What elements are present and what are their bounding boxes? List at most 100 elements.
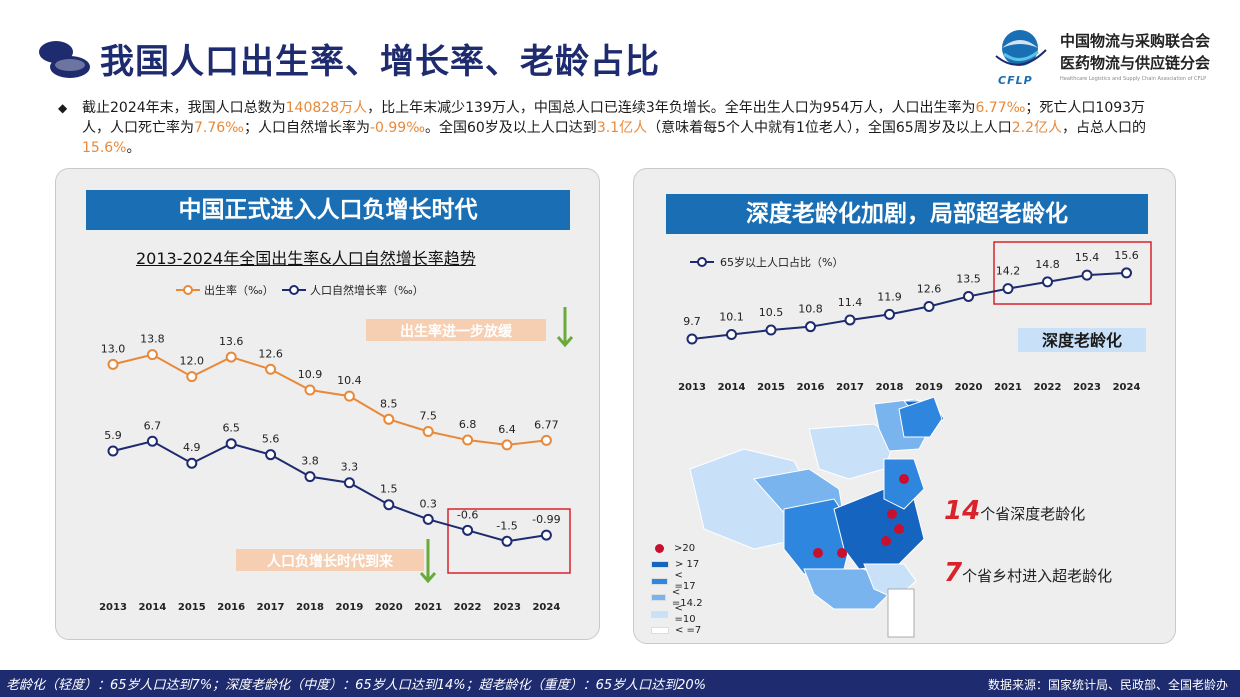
legend-marker — [697, 257, 707, 267]
chart-title: 2013-2024年全国出生率&人口自然增长率趋势 — [136, 249, 476, 268]
china-map — [689, 396, 945, 638]
summary-highlight: 3.1亿人 — [596, 120, 648, 136]
data-label: 12.6 — [917, 283, 942, 296]
x-tick-label: 2024 — [532, 602, 560, 613]
map-legend-label: < =7 — [675, 625, 702, 637]
data-label: 6.7 — [144, 419, 162, 432]
negative-growth-tag: 人口负增长时代到来 — [267, 553, 394, 570]
summary-highlight: 140828万人 — [285, 100, 368, 116]
super-aging-dot — [887, 509, 897, 519]
south-sea-inset — [887, 588, 915, 638]
org-name-line1: 中国物流与采购联合会 — [1060, 32, 1211, 50]
color-swatch — [651, 561, 669, 569]
data-label: 10.5 — [759, 306, 784, 319]
x-tick-label: 2017 — [257, 602, 285, 613]
data-point — [462, 524, 474, 536]
cflp-globe-icon — [995, 30, 1047, 66]
data-point — [422, 513, 434, 525]
data-point — [844, 314, 856, 326]
x-tick-label: 2023 — [1073, 382, 1101, 393]
data-label: 1.5 — [380, 483, 398, 496]
org-english-name: Healthcare Logistics and Supply Chain As… — [1060, 76, 1207, 82]
legend-label: 65岁以上人口占比（%） — [720, 255, 843, 269]
data-point — [963, 290, 974, 302]
data-label: 13.0 — [101, 342, 126, 355]
x-tick-label: 2022 — [1034, 382, 1062, 393]
data-label: -1.5 — [496, 519, 517, 532]
data-label: 6.4 — [498, 423, 516, 436]
stat-deep-aging-text: 个省深度老龄化 — [980, 505, 1086, 523]
deep-aging-tag-bg — [1018, 328, 1146, 352]
stat-deep-aging: 14个省深度老龄化 — [944, 496, 1085, 526]
summary-highlight: -0.99‰ — [369, 120, 425, 136]
birth-slowdown-tag: 出生率进一步放缓 — [400, 323, 513, 340]
footer-source: 数据来源：国家统计局、民政部、全国老龄办 — [987, 678, 1228, 692]
x-tick-label: 2017 — [836, 382, 864, 393]
legend-label: 出生率（‰） — [204, 283, 274, 297]
map-legend-item: < =14.2 — [646, 586, 706, 609]
data-point — [304, 384, 316, 396]
bullet-icon: ◆ — [58, 101, 68, 115]
data-label: 12.0 — [180, 355, 205, 368]
down-arrow-head-icon — [556, 336, 574, 348]
super-aging-dot — [894, 524, 904, 534]
data-point — [765, 324, 777, 336]
right-banner: 深度老龄化加剧，局部超老龄化 — [666, 194, 1148, 234]
data-label: 15.6 — [1114, 249, 1139, 262]
page-title: 我国人口出生率、增长率、老龄占比 — [100, 42, 660, 82]
data-label: 8.5 — [380, 397, 398, 410]
data-point — [343, 390, 355, 402]
legend-marker — [183, 285, 193, 295]
map-legend-label: < =14.2 — [671, 586, 703, 609]
data-label: 3.8 — [301, 455, 319, 468]
data-point — [186, 457, 198, 469]
x-tick-label: 2013 — [678, 382, 706, 393]
data-label: -0.99 — [532, 513, 560, 526]
x-tick-label: 2019 — [915, 382, 943, 393]
summary-segment: ，占总人口的 — [1061, 120, 1146, 136]
x-tick-label: 2022 — [454, 602, 482, 613]
negative-growth-tag-bg — [236, 549, 424, 571]
data-label: 15.4 — [1075, 251, 1100, 264]
x-tick-label: 2013 — [99, 602, 127, 613]
x-tick-label: 2015 — [178, 602, 206, 613]
x-tick-label: 2014 — [138, 602, 166, 613]
org-name-line2: 医药物流与供应链分会 — [1060, 54, 1211, 72]
color-swatch — [651, 594, 666, 602]
data-label: 3.3 — [341, 461, 359, 474]
x-tick-label: 2021 — [994, 382, 1022, 393]
data-point — [107, 358, 119, 370]
data-label: 12.6 — [258, 347, 283, 360]
data-label: 10.1 — [719, 311, 744, 324]
data-label: 13.6 — [219, 335, 244, 348]
x-tick-label: 2016 — [217, 602, 245, 613]
map-legend-label: < =17 — [674, 570, 696, 593]
org-abbr: CFLP — [998, 74, 1033, 87]
super-aging-dot — [813, 548, 823, 558]
series-line-0 — [112, 353, 547, 446]
data-point — [225, 438, 237, 450]
summary-paragraph: ◆ 截止2024年末，我国人口总数为140828万人，比上年末减少139万人，中… — [58, 98, 1168, 158]
summary-segment: 。全国60岁及以上人口达到 — [424, 120, 597, 136]
data-label: 11.4 — [838, 296, 863, 309]
data-point — [540, 434, 552, 446]
data-point — [1002, 283, 1014, 295]
negative-years-highlight-box — [447, 508, 571, 574]
super-aging-dot — [899, 474, 909, 484]
red-dot-icon — [655, 543, 664, 553]
summary-segment: （意味着每5个人中就有1位老人），全国65周岁及以上人口 — [647, 120, 1012, 136]
x-tick-label: 2023 — [493, 602, 521, 613]
x-tick-label: 2020 — [375, 602, 403, 613]
footer-aging-definition: 老龄化（轻度）：65岁人口达到7%；深度老龄化（中度）：65岁人口达到14%；超… — [6, 678, 707, 693]
map-legend-item: < =17 — [646, 570, 706, 593]
summary-highlight: 6.77‰ — [975, 100, 1026, 116]
data-point — [265, 449, 277, 461]
data-label: 6.77 — [534, 418, 559, 431]
data-label: 5.9 — [104, 429, 122, 442]
x-tick-label: 2014 — [718, 382, 746, 393]
data-point — [540, 529, 552, 541]
data-label: 6.5 — [222, 422, 240, 435]
deep-aging-highlight-box — [993, 241, 1152, 305]
birth-slowdown-tag-bg — [366, 319, 546, 341]
color-swatch — [651, 627, 669, 635]
